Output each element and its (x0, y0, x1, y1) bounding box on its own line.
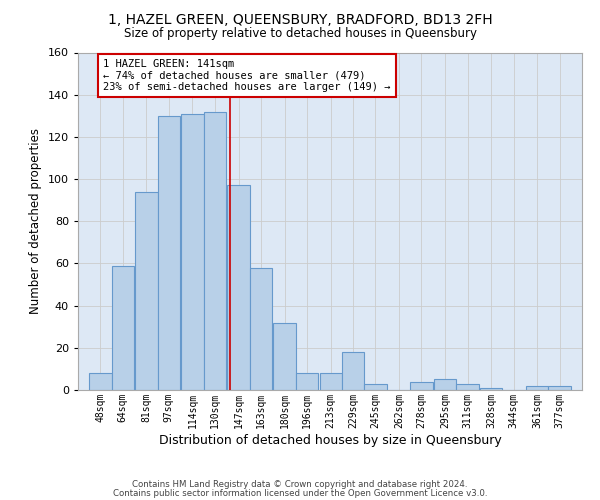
Bar (480, 388, 502, 390)
Text: Contains public sector information licensed under the Open Government Licence v3: Contains public sector information licen… (113, 489, 487, 498)
X-axis label: Distribution of detached houses by size in Queensbury: Distribution of detached houses by size … (158, 434, 502, 446)
Bar (457, 384, 479, 390)
Bar (89, 373, 112, 390)
Bar (320, 373, 342, 390)
Bar (434, 380, 457, 390)
Bar (112, 266, 134, 390)
Bar (250, 268, 272, 390)
Bar (135, 192, 158, 390)
Bar (158, 116, 180, 390)
Bar (526, 386, 548, 390)
Bar (296, 373, 318, 390)
Text: Size of property relative to detached houses in Queensbury: Size of property relative to detached ho… (124, 28, 476, 40)
Y-axis label: Number of detached properties: Number of detached properties (29, 128, 42, 314)
Text: 1 HAZEL GREEN: 141sqm
← 74% of detached houses are smaller (479)
23% of semi-det: 1 HAZEL GREEN: 141sqm ← 74% of detached … (103, 59, 391, 92)
Bar (410, 382, 433, 390)
Bar (342, 352, 364, 390)
Text: Contains HM Land Registry data © Crown copyright and database right 2024.: Contains HM Land Registry data © Crown c… (132, 480, 468, 489)
Text: 1, HAZEL GREEN, QUEENSBURY, BRADFORD, BD13 2FH: 1, HAZEL GREEN, QUEENSBURY, BRADFORD, BD… (107, 12, 493, 26)
Bar (548, 386, 571, 390)
Bar (181, 114, 203, 390)
Bar (227, 186, 250, 390)
Bar (274, 322, 296, 390)
Bar (364, 384, 386, 390)
Bar (203, 112, 226, 390)
